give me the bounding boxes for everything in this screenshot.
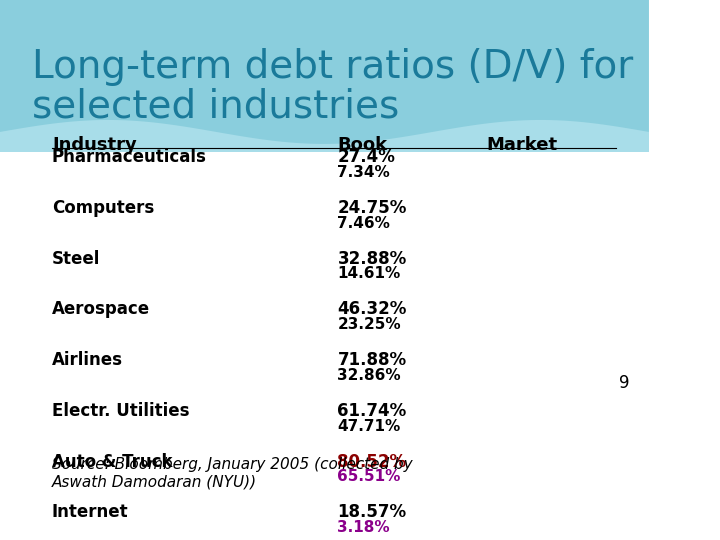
Text: Pharmaceuticals: Pharmaceuticals [52, 148, 207, 166]
Text: Market: Market [487, 136, 558, 154]
Text: 47.71%: 47.71% [338, 418, 400, 434]
Text: 7.46%: 7.46% [338, 215, 390, 231]
Text: Aerospace: Aerospace [52, 300, 150, 318]
Text: Airlines: Airlines [52, 351, 123, 369]
Text: 24.75%: 24.75% [338, 199, 407, 217]
Text: Internet: Internet [52, 503, 129, 522]
Text: Source: Bloomberg, January 2005 (collected by
Aswath Damodaran (NYU)): Source: Bloomberg, January 2005 (collect… [52, 457, 413, 489]
Text: 71.88%: 71.88% [338, 351, 407, 369]
Text: 23.25%: 23.25% [338, 317, 401, 332]
FancyBboxPatch shape [0, 0, 649, 152]
Text: 18.57%: 18.57% [338, 503, 407, 522]
Text: Computers: Computers [52, 199, 154, 217]
Text: 80.52%: 80.52% [338, 453, 407, 471]
Text: Long-term debt ratios (D/V) for: Long-term debt ratios (D/V) for [32, 48, 634, 86]
Text: 3.18%: 3.18% [338, 520, 390, 535]
Text: 61.74%: 61.74% [338, 402, 407, 420]
Text: Steel: Steel [52, 249, 100, 267]
Polygon shape [0, 0, 649, 144]
Text: 7.34%: 7.34% [338, 165, 390, 180]
Text: 14.61%: 14.61% [338, 266, 400, 281]
Text: Book: Book [338, 136, 387, 154]
Text: Auto & Truck: Auto & Truck [52, 453, 172, 471]
Text: 65.51%: 65.51% [338, 469, 401, 484]
Text: 9: 9 [619, 374, 629, 392]
Text: 32.88%: 32.88% [338, 249, 407, 267]
Text: Industry: Industry [52, 136, 137, 154]
Text: selected industries: selected industries [32, 88, 400, 126]
Text: 27.4%: 27.4% [338, 148, 395, 166]
Text: 46.32%: 46.32% [338, 300, 407, 318]
Text: 32.86%: 32.86% [338, 368, 401, 383]
Text: Electr. Utilities: Electr. Utilities [52, 402, 189, 420]
